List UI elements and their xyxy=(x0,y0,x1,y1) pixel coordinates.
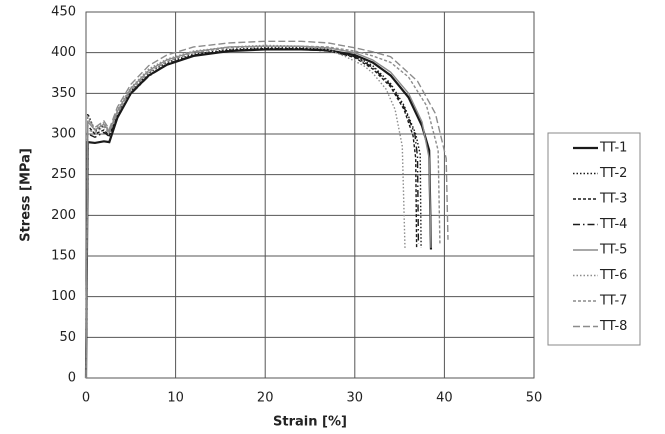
y-tick-label: 400 xyxy=(51,45,76,60)
data-line xyxy=(85,48,420,379)
x-tick-label: 20 xyxy=(257,391,274,406)
y-tick-label: 450 xyxy=(51,5,76,20)
x-tick-label: 40 xyxy=(436,391,453,406)
plot-area xyxy=(85,11,535,379)
data-line xyxy=(85,47,422,379)
y-tick-label: 0 xyxy=(68,371,76,386)
legend-label: TT-5 xyxy=(599,243,627,258)
legend-box xyxy=(547,132,641,346)
y-axis-label: Stress [MPa] xyxy=(19,148,34,242)
y-tick-label: 200 xyxy=(51,208,76,223)
legend-label: TT-7 xyxy=(599,294,627,309)
y-tick-label: 350 xyxy=(51,86,76,101)
data-line xyxy=(85,40,449,379)
x-tick-label: 30 xyxy=(347,391,364,406)
y-tick-label: 50 xyxy=(59,330,76,345)
x-axis-label: Strain [%] xyxy=(273,415,347,430)
legend-label: TT-1 xyxy=(599,141,627,156)
legend-label: TT-6 xyxy=(599,268,627,283)
data-line xyxy=(85,44,406,379)
data-line xyxy=(85,45,432,379)
legend-label: TT-2 xyxy=(599,166,627,181)
data-line xyxy=(85,45,441,379)
data-line xyxy=(85,47,418,379)
legend-label: TT-3 xyxy=(599,192,627,207)
x-tick-label: 0 xyxy=(82,391,90,406)
y-tick-label: 100 xyxy=(51,289,76,304)
x-tick-label: 50 xyxy=(526,391,543,406)
y-tick-label: 150 xyxy=(51,249,76,264)
legend-label: TT-8 xyxy=(599,319,627,334)
x-tick-label: 10 xyxy=(167,391,184,406)
y-tick-label: 250 xyxy=(51,167,76,182)
legend-label: TT-4 xyxy=(599,217,627,232)
y-tick-label: 300 xyxy=(51,127,76,142)
